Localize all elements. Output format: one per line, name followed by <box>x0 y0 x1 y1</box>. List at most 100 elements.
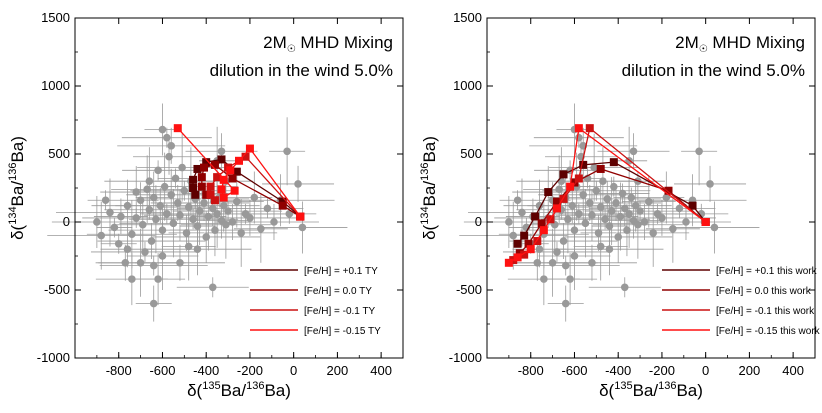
grain-point <box>518 208 526 217</box>
series-marker <box>219 193 228 202</box>
series-marker <box>193 164 202 173</box>
y-label-superscript: 136 <box>419 163 431 181</box>
grain-point <box>706 180 714 188</box>
grain-point <box>167 142 176 150</box>
y-tick-label: -500 <box>456 282 482 297</box>
series-marker <box>596 164 605 173</box>
model-series <box>515 164 710 258</box>
y-label-part: δ( <box>420 224 439 239</box>
series-marker <box>206 182 215 191</box>
grain-point <box>178 163 186 172</box>
grain-point <box>535 245 544 253</box>
y-label-part: δ( <box>8 224 27 239</box>
x-tick-label: -600 <box>561 363 587 378</box>
series-marker <box>210 196 219 205</box>
series-marker <box>228 174 237 183</box>
series-marker <box>278 201 287 210</box>
grain-point <box>596 203 605 211</box>
y-label-part: Ba) <box>420 136 439 162</box>
grain-point <box>184 203 193 211</box>
grain-point <box>123 245 132 253</box>
grain-point <box>612 199 620 207</box>
grain-point <box>97 231 106 240</box>
grain-point <box>263 204 272 213</box>
grain-point <box>294 180 302 188</box>
x-tick-label: -400 <box>605 363 631 378</box>
grain-point <box>154 275 162 283</box>
grain-points <box>47 103 348 322</box>
grain-point <box>154 166 162 175</box>
grain-point <box>93 218 101 226</box>
x-label-superscript: 135 <box>202 380 220 392</box>
grain-point <box>106 208 114 217</box>
sun-symbol: ☉ <box>699 44 708 55</box>
grain-point <box>675 204 684 213</box>
annotation-title: 2M☉ MHD Mixing <box>263 33 393 55</box>
grain-point <box>662 193 671 202</box>
series-marker <box>524 239 533 248</box>
series-marker <box>197 173 206 182</box>
grain-point <box>224 207 232 215</box>
grain-point <box>138 220 147 229</box>
y-tick-label: -1000 <box>37 350 70 365</box>
series-marker <box>664 186 673 195</box>
grain-point <box>695 147 703 156</box>
x-label-part: Ba) <box>264 381 290 400</box>
grain-point <box>145 177 154 185</box>
y-tick-label: 500 <box>460 146 482 161</box>
legend-label: [Fe/H] = -0.15 TY <box>304 326 381 337</box>
y-label-superscript: 136 <box>7 163 19 181</box>
series-marker <box>537 219 546 228</box>
y-label-part: Ba/ <box>8 181 27 207</box>
y-tick-label: 0 <box>63 214 70 229</box>
series-marker <box>566 182 575 191</box>
series-marker <box>202 190 211 199</box>
series-marker <box>219 175 228 184</box>
grain-point <box>250 193 259 202</box>
x-label-part: δ( <box>187 381 202 400</box>
grain-point <box>208 283 217 292</box>
grain-point <box>101 196 110 205</box>
grain-point <box>634 220 642 229</box>
grain-point <box>603 195 612 203</box>
grain-point <box>171 174 180 183</box>
series-marker <box>189 175 198 184</box>
grain-point <box>285 210 294 218</box>
x-tick-label: -200 <box>237 363 263 378</box>
grain-point <box>270 218 278 226</box>
grain-point <box>110 223 119 232</box>
x-label-part: Ba/ <box>633 381 659 400</box>
series-marker <box>533 237 542 246</box>
grain-points <box>459 103 760 322</box>
series-marker <box>213 173 222 182</box>
series-marker <box>701 218 710 226</box>
x-label-superscript: 135 <box>614 380 632 392</box>
grain-point <box>176 259 184 267</box>
grain-point <box>513 196 522 205</box>
series-marker <box>559 194 568 203</box>
series-marker <box>232 167 241 176</box>
grain-point <box>588 211 596 219</box>
grain-point <box>222 220 230 229</box>
series-marker <box>245 144 254 153</box>
x-tick-label: -800 <box>518 363 544 378</box>
legend-label: [Fe/H] = 0.0 this work <box>716 286 812 297</box>
legend-label: [Fe/H] = +0.1 this work <box>716 266 818 277</box>
series-marker <box>173 124 182 133</box>
y-label-superscript: 134 <box>7 206 19 224</box>
grain-point <box>610 182 618 191</box>
model-series <box>504 124 710 267</box>
series-marker <box>226 166 235 175</box>
annotation-dilution: dilution in the wind 5.0% <box>622 61 805 80</box>
grain-point <box>710 223 719 232</box>
grain-point <box>176 211 184 219</box>
grain-point <box>618 189 627 198</box>
series-marker <box>574 174 583 183</box>
series-marker <box>552 204 561 213</box>
series-marker <box>520 231 529 240</box>
grain-point <box>627 193 636 202</box>
grain-point <box>588 259 596 267</box>
grain-point <box>614 233 622 241</box>
series-marker <box>559 170 568 179</box>
